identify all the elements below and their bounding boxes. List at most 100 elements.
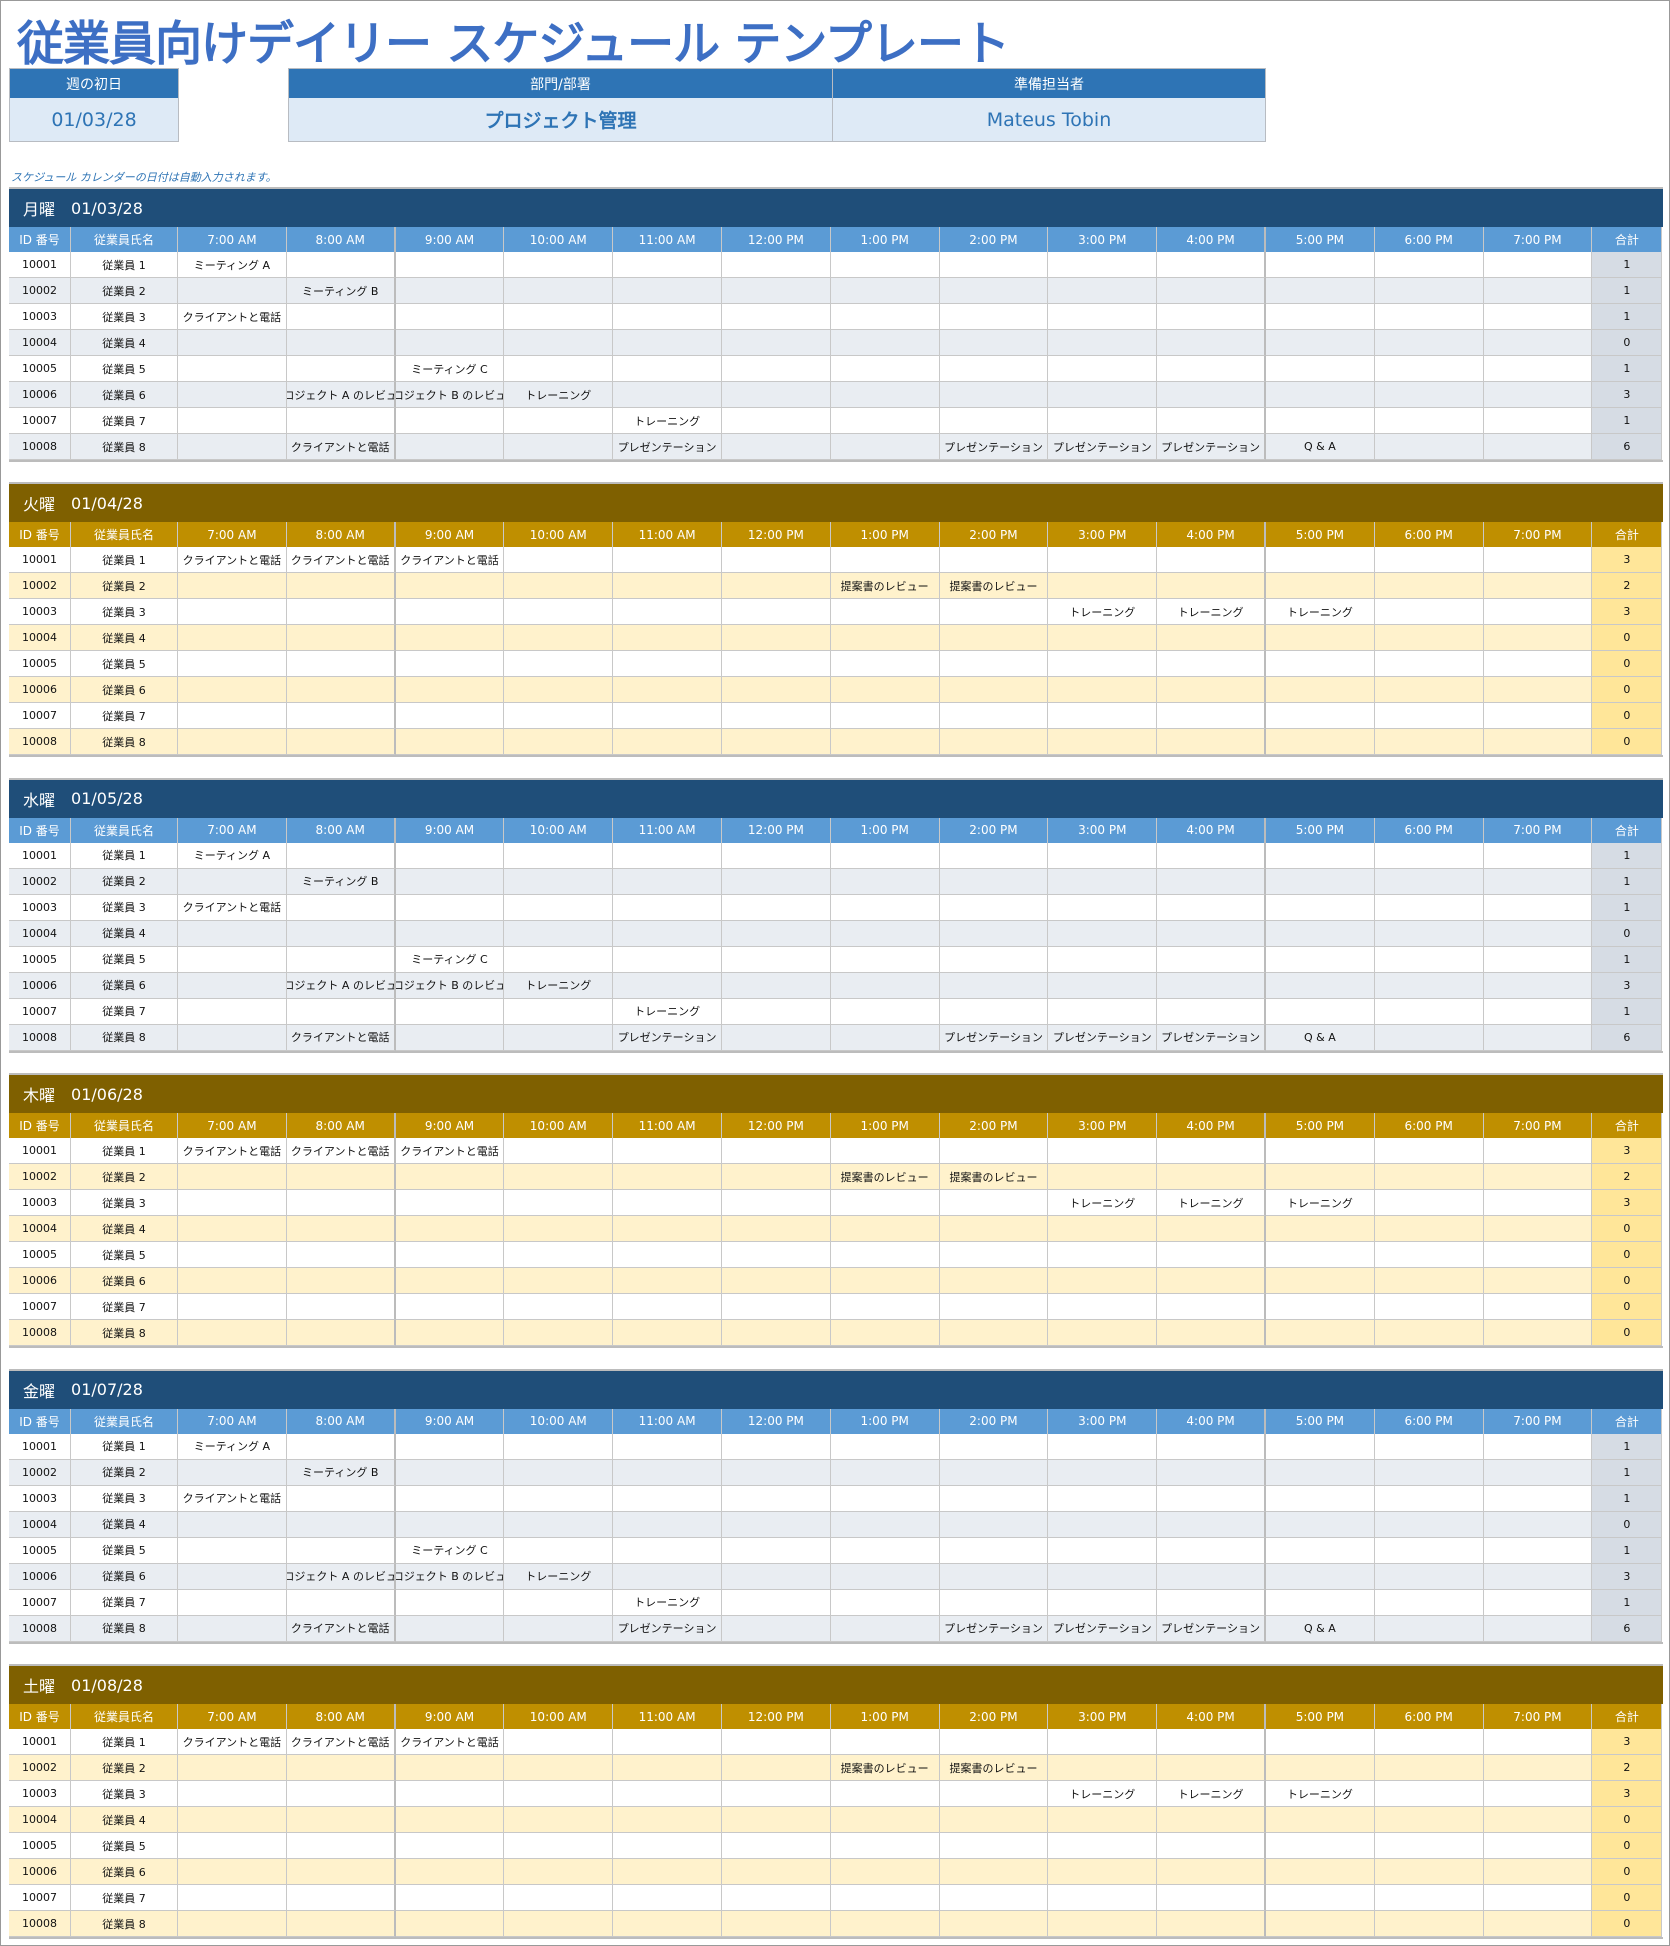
schedule-cell[interactable] [830, 894, 940, 921]
schedule-cell[interactable] [613, 1537, 722, 1564]
schedule-cell[interactable] [1265, 408, 1375, 434]
schedule-cell[interactable] [504, 278, 614, 304]
schedule-cell[interactable]: プレゼンテーション [613, 1024, 722, 1051]
schedule-cell[interactable] [939, 1589, 1049, 1616]
schedule-cell[interactable] [1048, 1563, 1158, 1590]
schedule-cell[interactable] [1483, 946, 1593, 973]
schedule-cell[interactable] [721, 1164, 831, 1191]
schedule-cell[interactable] [1374, 408, 1484, 434]
schedule-cell[interactable] [1048, 894, 1158, 921]
schedule-cell[interactable] [504, 946, 614, 973]
schedule-cell[interactable] [721, 920, 831, 947]
schedule-cell[interactable]: トレーニング [1265, 1781, 1375, 1807]
schedule-cell[interactable] [395, 1024, 505, 1051]
schedule-cell[interactable] [1048, 1911, 1158, 1937]
schedule-cell[interactable]: 提案書のレビュー [939, 1164, 1049, 1191]
schedule-cell[interactable] [613, 1242, 722, 1269]
schedule-cell[interactable] [613, 1755, 722, 1781]
schedule-cell[interactable] [613, 842, 722, 869]
schedule-cell[interactable] [1048, 330, 1158, 356]
schedule-cell[interactable]: クライアントと電話 [178, 894, 287, 921]
schedule-cell[interactable] [1483, 330, 1593, 356]
schedule-cell[interactable] [504, 1755, 614, 1781]
schedule-cell[interactable] [1374, 1294, 1484, 1321]
schedule-cell[interactable] [1265, 1833, 1375, 1859]
schedule-cell[interactable]: 提案書のレビュー [939, 1755, 1049, 1781]
schedule-cell[interactable] [286, 998, 396, 1025]
schedule-cell[interactable] [504, 1459, 614, 1486]
schedule-cell[interactable] [721, 729, 831, 756]
schedule-cell[interactable] [286, 677, 396, 704]
schedule-cell[interactable] [721, 547, 831, 574]
schedule-cell[interactable] [721, 677, 831, 704]
schedule-cell[interactable]: ミーティング A [178, 842, 287, 869]
schedule-cell[interactable] [613, 1485, 722, 1512]
schedule-cell[interactable] [1483, 1164, 1593, 1191]
schedule-cell[interactable] [613, 946, 722, 973]
schedule-cell[interactable] [395, 894, 505, 921]
schedule-cell[interactable] [939, 547, 1049, 574]
schedule-cell[interactable] [1265, 1164, 1375, 1191]
schedule-cell[interactable] [939, 278, 1049, 304]
schedule-cell[interactable] [1265, 1807, 1375, 1833]
schedule-cell[interactable] [939, 1859, 1049, 1885]
schedule-cell[interactable] [613, 1268, 722, 1295]
schedule-cell[interactable] [395, 1859, 505, 1885]
schedule-cell[interactable] [613, 625, 722, 652]
schedule-cell[interactable] [1374, 946, 1484, 973]
schedule-cell[interactable] [1048, 1859, 1158, 1885]
schedule-cell[interactable] [721, 434, 831, 460]
schedule-cell[interactable] [1374, 356, 1484, 382]
schedule-cell[interactable] [178, 703, 287, 730]
schedule-cell[interactable] [1483, 1781, 1593, 1807]
schedule-cell[interactable] [721, 1433, 831, 1460]
schedule-cell[interactable] [395, 599, 505, 626]
schedule-cell[interactable] [1265, 356, 1375, 382]
schedule-cell[interactable] [1157, 677, 1266, 704]
schedule-cell[interactable] [178, 1833, 287, 1859]
schedule-cell[interactable] [830, 677, 940, 704]
schedule-cell[interactable] [1483, 1242, 1593, 1269]
schedule-cell[interactable]: プロジェクト A のレビュー [286, 1563, 396, 1590]
schedule-cell[interactable] [1157, 356, 1266, 382]
schedule-cell[interactable] [286, 729, 396, 756]
schedule-cell[interactable] [504, 894, 614, 921]
schedule-cell[interactable] [395, 868, 505, 895]
schedule-cell[interactable] [178, 573, 287, 600]
schedule-cell[interactable] [613, 356, 722, 382]
schedule-cell[interactable] [286, 1833, 396, 1859]
schedule-cell[interactable] [613, 703, 722, 730]
schedule-cell[interactable]: クライアントと電話 [395, 1729, 505, 1755]
schedule-cell[interactable] [613, 304, 722, 330]
schedule-cell[interactable] [1374, 1459, 1484, 1486]
schedule-cell[interactable] [721, 1911, 831, 1937]
schedule-cell[interactable] [1265, 1268, 1375, 1295]
schedule-cell[interactable] [1265, 1294, 1375, 1321]
schedule-cell[interactable] [721, 972, 831, 999]
schedule-cell[interactable] [721, 1755, 831, 1781]
schedule-cell[interactable] [1048, 1268, 1158, 1295]
schedule-cell[interactable] [721, 1268, 831, 1295]
schedule-cell[interactable] [1483, 729, 1593, 756]
schedule-cell[interactable] [286, 408, 396, 434]
schedule-cell[interactable] [1157, 1164, 1266, 1191]
schedule-cell[interactable] [1048, 1511, 1158, 1538]
schedule-cell[interactable] [721, 946, 831, 973]
schedule-cell[interactable] [1374, 1563, 1484, 1590]
schedule-cell[interactable] [830, 1589, 940, 1616]
schedule-cell[interactable] [1265, 1589, 1375, 1616]
schedule-cell[interactable] [939, 651, 1049, 678]
schedule-cell[interactable] [1048, 1216, 1158, 1243]
schedule-cell[interactable] [1048, 677, 1158, 704]
schedule-cell[interactable]: トレーニング [613, 408, 722, 434]
schedule-cell[interactable] [1483, 1433, 1593, 1460]
schedule-cell[interactable] [504, 1024, 614, 1051]
schedule-cell[interactable]: プレゼンテーション [939, 434, 1049, 460]
schedule-cell[interactable] [286, 252, 396, 278]
schedule-cell[interactable] [395, 1911, 505, 1937]
schedule-cell[interactable] [504, 252, 614, 278]
schedule-cell[interactable] [830, 1911, 940, 1937]
schedule-cell[interactable] [830, 946, 940, 973]
schedule-cell[interactable] [613, 1138, 722, 1165]
schedule-cell[interactable] [830, 1615, 940, 1642]
